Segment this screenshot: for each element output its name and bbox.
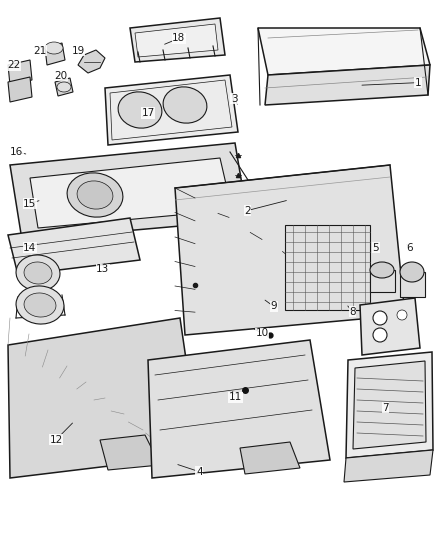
Text: 18: 18 (172, 34, 185, 43)
Ellipse shape (400, 262, 424, 282)
Ellipse shape (163, 87, 207, 123)
Ellipse shape (118, 92, 162, 128)
Polygon shape (265, 65, 430, 105)
Text: 10: 10 (255, 328, 268, 338)
Polygon shape (100, 435, 160, 470)
Ellipse shape (370, 262, 394, 278)
Ellipse shape (16, 255, 60, 291)
Polygon shape (346, 352, 433, 458)
Text: 12: 12 (49, 435, 63, 445)
Text: 1: 1 (415, 78, 422, 87)
Text: 13: 13 (96, 264, 110, 274)
Text: 9: 9 (270, 302, 277, 311)
Polygon shape (45, 43, 65, 65)
Polygon shape (344, 450, 433, 482)
Text: 3: 3 (231, 94, 238, 103)
Text: 7: 7 (382, 403, 389, 413)
Polygon shape (78, 50, 105, 73)
Ellipse shape (57, 82, 71, 92)
Text: 16: 16 (10, 147, 23, 157)
Ellipse shape (16, 286, 64, 324)
Ellipse shape (397, 310, 407, 320)
Ellipse shape (24, 262, 52, 284)
Polygon shape (8, 318, 200, 478)
Ellipse shape (77, 181, 113, 209)
Ellipse shape (67, 173, 123, 217)
Polygon shape (265, 225, 372, 268)
Polygon shape (8, 77, 32, 102)
Polygon shape (360, 298, 420, 355)
Text: 5: 5 (372, 243, 379, 253)
Polygon shape (272, 183, 358, 228)
Polygon shape (55, 78, 73, 96)
Polygon shape (258, 28, 430, 75)
Polygon shape (8, 60, 32, 85)
Text: 14: 14 (23, 243, 36, 253)
Text: 22: 22 (7, 60, 21, 70)
Polygon shape (353, 361, 426, 449)
Text: 17: 17 (141, 108, 155, 118)
Text: 19: 19 (71, 46, 85, 55)
Text: 2: 2 (244, 206, 251, 215)
Text: 21: 21 (34, 46, 47, 55)
Ellipse shape (373, 328, 387, 342)
Text: 6: 6 (406, 243, 413, 253)
Polygon shape (105, 75, 238, 145)
Polygon shape (260, 175, 368, 235)
Text: 8: 8 (349, 307, 356, 317)
Ellipse shape (24, 293, 56, 317)
Ellipse shape (45, 42, 63, 54)
Text: 15: 15 (23, 199, 36, 208)
Text: 4: 4 (196, 467, 203, 477)
Polygon shape (285, 225, 370, 310)
Text: 11: 11 (229, 392, 242, 402)
Polygon shape (175, 165, 405, 335)
Polygon shape (135, 24, 218, 57)
Polygon shape (130, 18, 225, 62)
Polygon shape (30, 158, 232, 228)
Ellipse shape (373, 311, 387, 325)
Text: 20: 20 (54, 71, 67, 80)
Polygon shape (8, 218, 140, 275)
Polygon shape (148, 340, 330, 478)
Polygon shape (10, 143, 248, 240)
Polygon shape (240, 442, 300, 474)
Polygon shape (400, 272, 425, 297)
Polygon shape (370, 270, 395, 292)
